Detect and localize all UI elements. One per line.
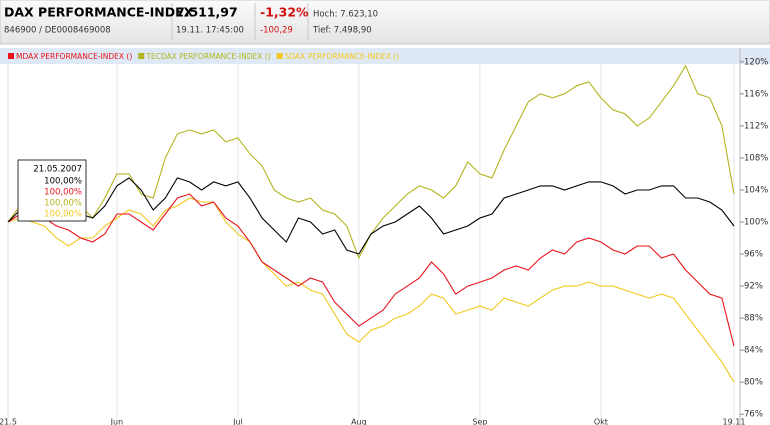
tooltip-value: 100,00% bbox=[44, 199, 82, 209]
x-tick-label: Aug bbox=[351, 418, 367, 425]
price: 7.511,97 bbox=[176, 5, 238, 20]
y-tick-label: 104% bbox=[744, 185, 768, 195]
legend-swatch bbox=[138, 53, 145, 59]
y-tick-label: 92% bbox=[744, 282, 763, 292]
y-tick-label: 80% bbox=[744, 378, 763, 388]
series-line bbox=[7, 177, 735, 255]
y-tick-label: 116% bbox=[744, 89, 768, 99]
tooltip-date: 21.05.2007 bbox=[33, 165, 82, 175]
legend-label: SDAX PERFORMANCE-INDEX () bbox=[285, 52, 400, 61]
x-tick-label: Sep bbox=[472, 418, 487, 425]
index-name: DAX PERFORMANCE-INDEX bbox=[4, 5, 194, 20]
legend-label: TECDAX PERFORMANCE-INDEX () bbox=[145, 52, 270, 61]
header-bar bbox=[0, 0, 770, 45]
tooltip-value: 100,00% bbox=[44, 177, 82, 187]
x-tick-label: 19.11 bbox=[723, 418, 746, 425]
tooltip-value: 100,00% bbox=[44, 188, 82, 198]
high: Hoch: 7.623,10 bbox=[313, 10, 378, 20]
y-tick-label: 100% bbox=[744, 217, 768, 227]
legend-label: MDAX PERFORMANCE-INDEX () bbox=[16, 52, 132, 61]
time: 19.11. 17:45:00 bbox=[176, 26, 244, 36]
tooltip-box bbox=[17, 159, 87, 222]
index-id: 846900 / DE0008469008 bbox=[4, 26, 111, 36]
x-tick-label: Jun bbox=[110, 418, 124, 425]
x-tick-label: Okt bbox=[594, 418, 608, 425]
legend-strip bbox=[0, 48, 770, 64]
y-tick-label: 108% bbox=[744, 153, 768, 163]
legend-swatch bbox=[276, 53, 283, 59]
tooltip-value: 100,00% bbox=[44, 210, 82, 220]
y-tick-label: 96% bbox=[744, 250, 763, 260]
change: -100,29 bbox=[260, 26, 293, 36]
series-line bbox=[7, 193, 735, 347]
legend-swatch bbox=[8, 53, 14, 59]
y-tick-label: 76% bbox=[744, 410, 763, 420]
change-pct: -1,32% bbox=[260, 5, 309, 20]
y-tick-label: 112% bbox=[744, 121, 768, 131]
y-tick-label: 120% bbox=[744, 57, 768, 67]
series-line bbox=[7, 197, 735, 383]
y-tick-label: 88% bbox=[744, 314, 763, 324]
x-tick-label: 21.5 bbox=[0, 418, 17, 425]
y-tick-label: 84% bbox=[744, 346, 763, 356]
legend: MDAX PERFORMANCE-INDEX () TECDAX PERFORMA… bbox=[8, 52, 399, 61]
low: Tief: 7.498,90 bbox=[312, 26, 372, 36]
x-tick-label: Jul bbox=[232, 418, 243, 425]
